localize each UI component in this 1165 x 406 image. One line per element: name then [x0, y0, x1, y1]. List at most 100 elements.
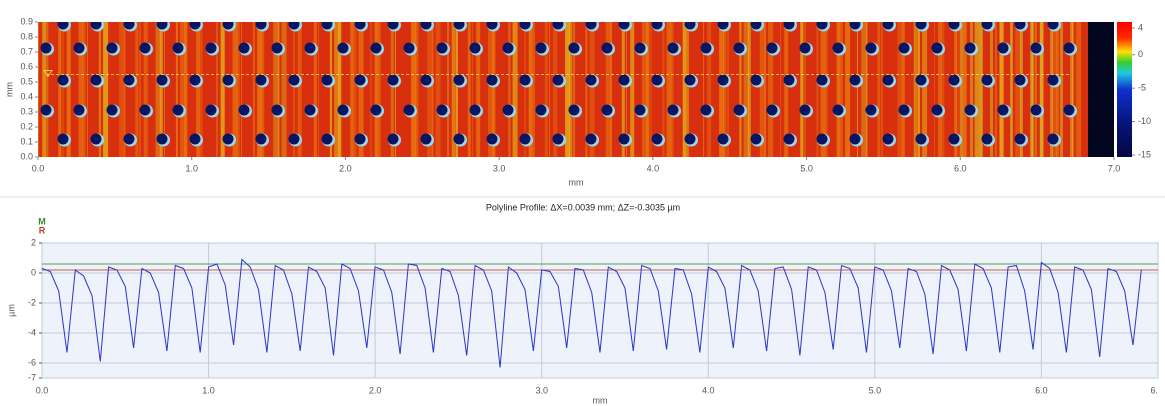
hole: [997, 104, 1009, 116]
hole: [1014, 22, 1026, 30]
streak: [723, 22, 727, 157]
streak: [881, 22, 883, 157]
streak: [626, 22, 627, 157]
streak: [82, 22, 86, 157]
streak: [544, 22, 548, 157]
hole: [634, 104, 646, 116]
streak: [1051, 22, 1057, 157]
streak: [840, 22, 843, 157]
streak: [241, 22, 242, 157]
hole: [948, 133, 960, 145]
streak: [220, 22, 225, 157]
streak: [901, 22, 905, 157]
hole: [882, 74, 894, 86]
plot-background: [41, 242, 1159, 379]
hole: [205, 104, 217, 116]
streak: [524, 22, 526, 157]
streak: [1040, 22, 1043, 157]
streak: [917, 22, 920, 157]
streak: [703, 22, 704, 157]
hole: [271, 104, 283, 116]
void-region: [1088, 22, 1114, 157]
streak: [553, 22, 558, 157]
streak: [257, 22, 263, 157]
streak: [390, 22, 394, 157]
hole: [601, 104, 613, 116]
streak: [861, 22, 866, 157]
hole: [172, 104, 184, 116]
y-tick-label: -6: [28, 357, 36, 367]
streak: [334, 22, 340, 157]
streak: [1035, 22, 1037, 157]
streak: [273, 22, 278, 157]
hole: [255, 22, 267, 30]
streak: [569, 22, 573, 157]
streak: [78, 22, 84, 157]
streak: [780, 22, 781, 157]
streak: [974, 22, 980, 157]
hole: [40, 42, 52, 54]
streak: [763, 22, 766, 157]
streak: [621, 22, 625, 157]
streak: [1076, 22, 1082, 157]
hole: [156, 22, 168, 30]
streak: [999, 22, 1005, 157]
streak: [670, 22, 674, 157]
hole: [453, 74, 465, 86]
streak: [143, 22, 148, 157]
streak: [1039, 22, 1044, 157]
hole: [1014, 74, 1026, 86]
y-tick-label: 0.8: [20, 31, 33, 41]
streak: [512, 22, 518, 157]
streak: [942, 22, 945, 157]
y-tick-label: 0.5: [20, 76, 33, 86]
x-tick-label: 6.: [1150, 385, 1158, 395]
streak: [532, 22, 535, 157]
hole: [238, 104, 250, 116]
hole: [205, 42, 217, 54]
hole: [585, 22, 597, 30]
hole: [486, 74, 498, 86]
profile-line: [41, 258, 1142, 368]
hole: [684, 74, 696, 86]
hole: [964, 104, 976, 116]
profile-start: [43, 70, 53, 78]
streak: [605, 22, 610, 157]
streak: [719, 22, 725, 157]
streak: [1000, 22, 1003, 157]
streak: [1020, 22, 1023, 157]
streak: [338, 22, 342, 157]
streak: [934, 22, 935, 157]
streak: [686, 22, 689, 157]
streak: [978, 22, 982, 157]
x-tick-label: 6.0: [1035, 385, 1048, 395]
streak: [804, 22, 806, 157]
hole: [354, 22, 366, 30]
x-tick-label: 4.0: [647, 163, 660, 173]
hole: [750, 74, 762, 86]
hole: [535, 104, 547, 116]
colorbar-tick-label: -5: [1138, 83, 1146, 93]
streak: [816, 22, 819, 157]
hole: [898, 42, 910, 54]
streak: [784, 22, 789, 157]
streak: [395, 22, 396, 157]
streak: [682, 22, 687, 157]
hole: [222, 133, 234, 145]
hole: [106, 104, 118, 116]
hole: [915, 22, 927, 30]
x-tick-label: 1.0: [202, 385, 215, 395]
streak: [642, 22, 648, 157]
hole: [387, 22, 399, 30]
streak: [646, 22, 650, 157]
x-tick-label: 6.0: [954, 163, 967, 173]
streak: [549, 22, 550, 157]
hole: [816, 74, 828, 86]
streak: [727, 22, 729, 157]
streak: [970, 22, 973, 157]
hole: [618, 133, 630, 145]
hole: [1047, 133, 1059, 145]
streak: [573, 22, 575, 157]
hole: [766, 104, 778, 116]
hole: [750, 22, 762, 30]
